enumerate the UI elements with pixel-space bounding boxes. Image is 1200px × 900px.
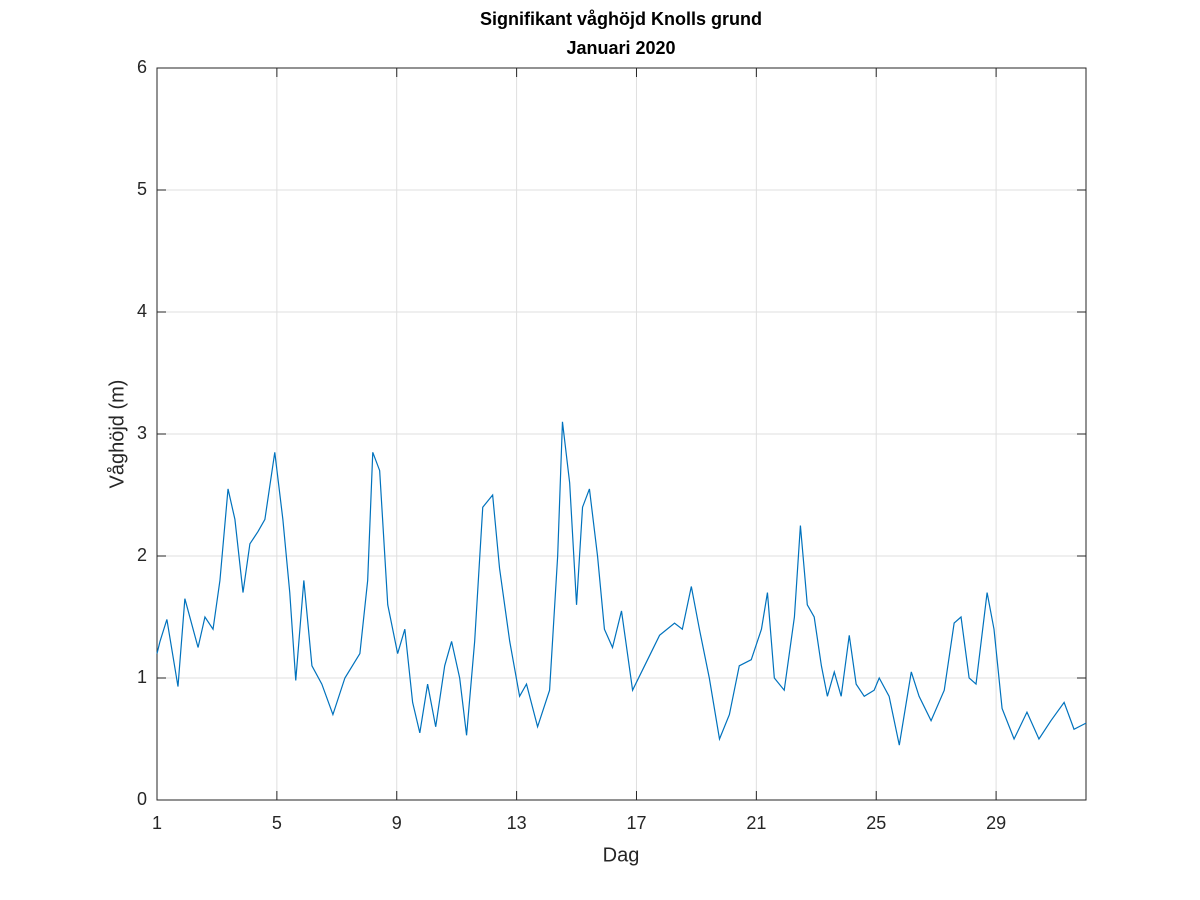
x-tick-label: 13 (507, 813, 527, 833)
x-tick-label: 25 (866, 813, 886, 833)
x-tick-label: 5 (272, 813, 282, 833)
y-tick-label: 6 (137, 57, 147, 77)
chart-subtitle: Januari 2020 (566, 38, 675, 58)
y-tick-label: 4 (137, 301, 147, 321)
x-tick-label: 9 (392, 813, 402, 833)
y-tick-label: 3 (137, 423, 147, 443)
x-axis-label: Dag (603, 844, 640, 866)
data-line (156, 421, 1087, 746)
y-tick-label: 1 (137, 667, 147, 687)
y-tick-label: 2 (137, 545, 147, 565)
y-tick-label: 0 (137, 789, 147, 809)
x-tick-label: 1 (152, 813, 162, 833)
y-axis-label: Våghöjd (m) (106, 380, 128, 489)
x-tick-label: 17 (626, 813, 646, 833)
y-tick-label: 5 (137, 179, 147, 199)
x-tick-label: 29 (986, 813, 1006, 833)
plot-frame (156, 67, 1087, 801)
x-tick-label: 21 (746, 813, 766, 833)
chart-title: Signifikant våghöjd Knolls grund (480, 9, 762, 29)
